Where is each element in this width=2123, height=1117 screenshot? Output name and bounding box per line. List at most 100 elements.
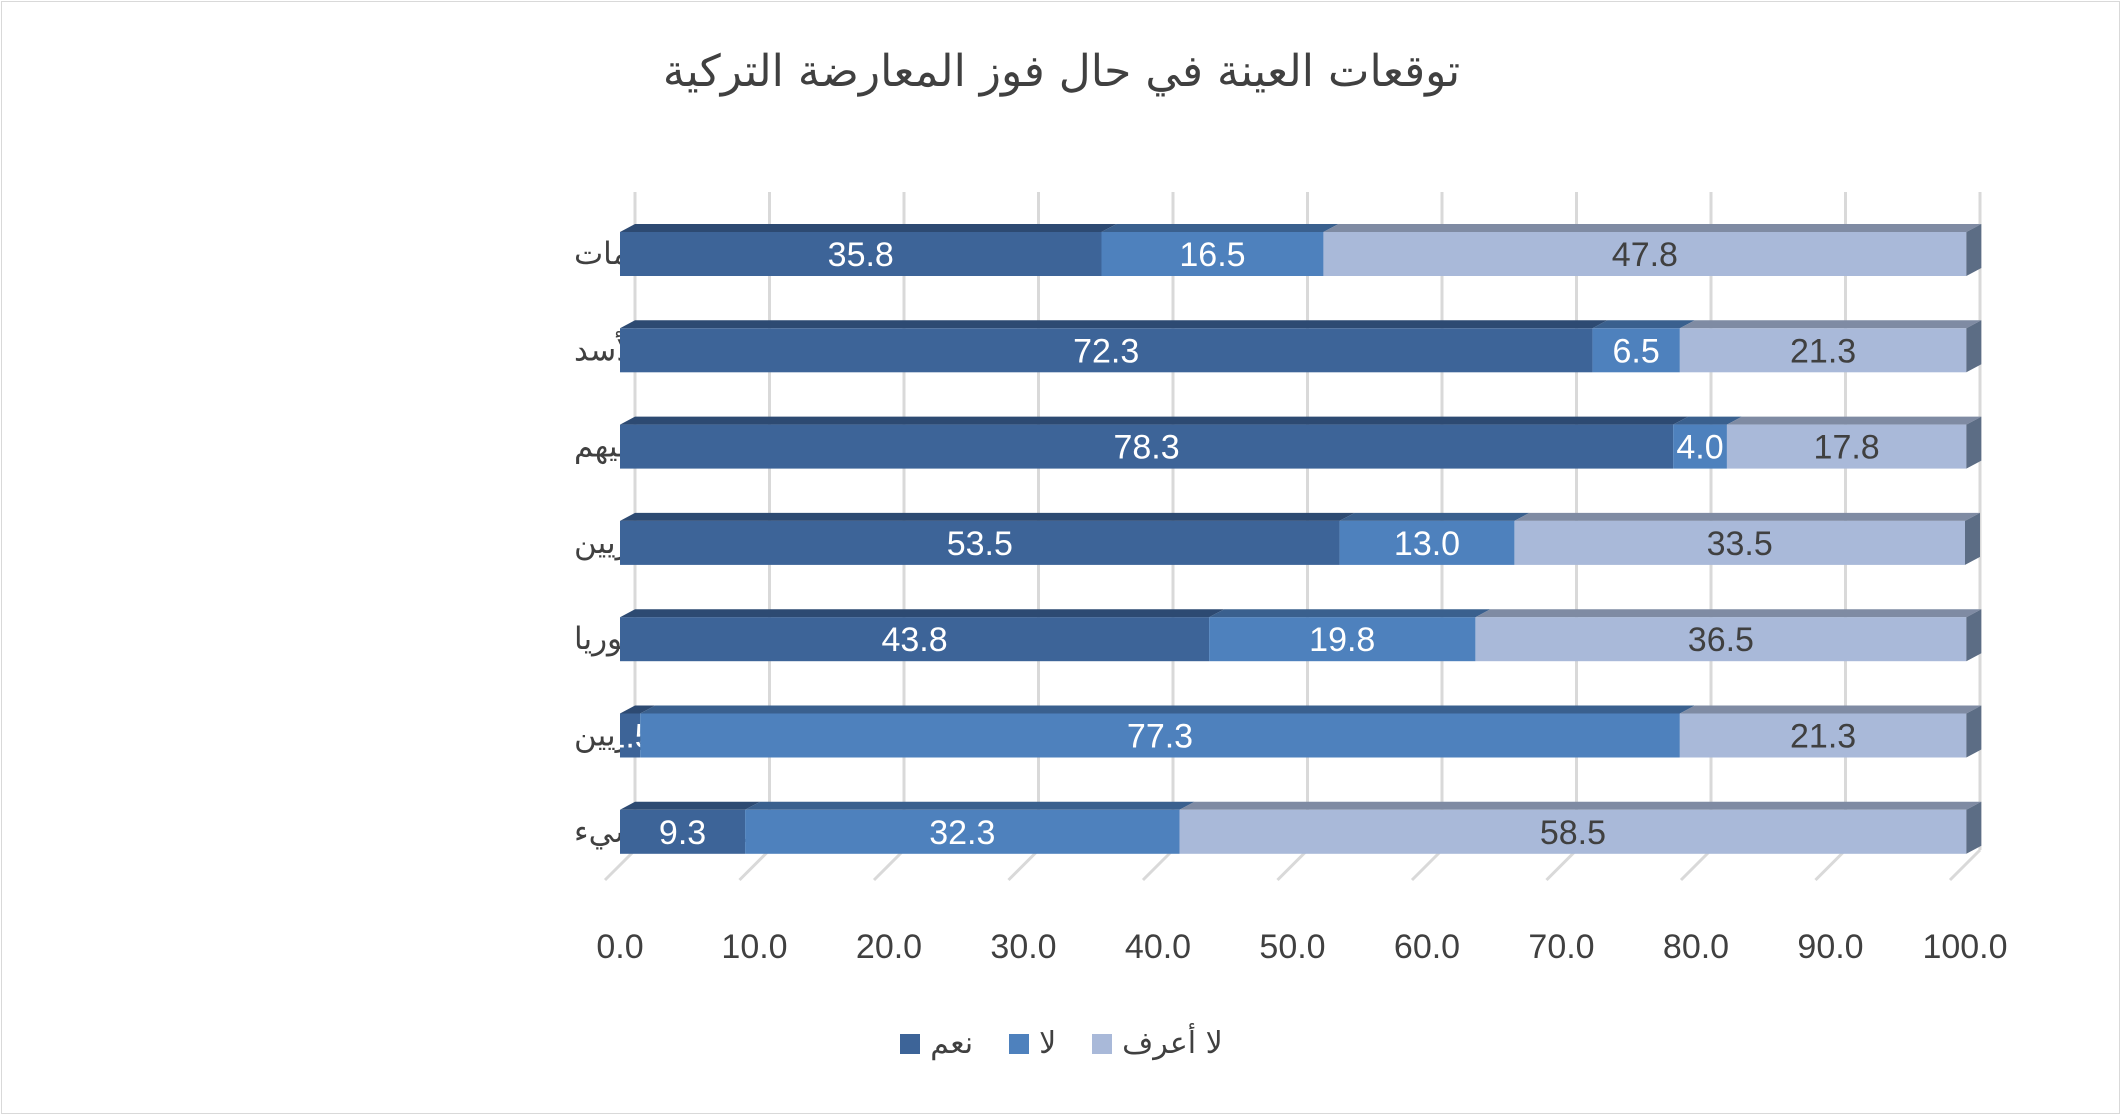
- bar-segment: [1179, 809, 1967, 854]
- bar-segment: [1339, 520, 1515, 565]
- data-label: 53.5: [947, 525, 1013, 563]
- gridline-floor: [603, 848, 637, 882]
- bar-top-face: [1179, 801, 1982, 810]
- bar-segment: [620, 617, 1210, 662]
- bar-segment: [640, 713, 1680, 758]
- data-label: 19.8: [1309, 621, 1375, 659]
- bar-top-face: [1592, 320, 1695, 329]
- gridline-floor: [872, 848, 906, 882]
- data-label: 21.3: [1790, 718, 1856, 756]
- bar-top-face: [620, 320, 1608, 329]
- data-label: 47.8: [1612, 236, 1678, 274]
- legend-label: نعم: [930, 1026, 974, 1061]
- x-tick-label: 100.0: [1922, 928, 2007, 966]
- data-label: 43.8: [881, 621, 947, 659]
- bar-top-face: [620, 416, 1689, 425]
- x-tick-label: 0.0: [596, 928, 643, 966]
- legend-swatch: [900, 1033, 921, 1054]
- legend-item: لا أعرف: [1092, 1026, 1223, 1061]
- gridline-floor: [1276, 848, 1309, 882]
- x-tick-label: 20.0: [856, 928, 922, 966]
- bar-segment: [1323, 232, 1967, 276]
- bar-segment: [620, 809, 746, 854]
- bar-top-face: [1475, 609, 1982, 618]
- bar-side-face: [1966, 224, 1982, 276]
- bar-top-face: [745, 801, 1195, 810]
- bar-segment: [1475, 617, 1967, 662]
- legend-item: لا: [1009, 1026, 1056, 1061]
- data-label: 35.8: [828, 236, 894, 274]
- x-tick-label: 70.0: [1528, 928, 1594, 966]
- data-label: 58.5: [1540, 814, 1606, 852]
- bar-top-face: [1726, 416, 1982, 425]
- bar-top-face: [1514, 512, 1980, 521]
- bar-top-face: [640, 705, 1695, 714]
- bar-segment: [620, 232, 1102, 276]
- bar-side-face: [1966, 705, 1982, 758]
- legend-label: لا أعرف: [1122, 1026, 1223, 1061]
- bar-top-face: [1673, 416, 1742, 425]
- x-tick-label: 60.0: [1394, 928, 1460, 966]
- bar-side-face: [1966, 416, 1982, 469]
- data-label: 32.3: [929, 814, 995, 852]
- gridline-floor: [1545, 848, 1578, 882]
- gridline-floor: [738, 848, 771, 882]
- chart-legend: نعم لا لا أعرف: [0, 1026, 2123, 1061]
- gridline-floor: [1007, 848, 1040, 882]
- x-tick-label: 90.0: [1797, 928, 1863, 966]
- bar-top-face: [1339, 512, 1530, 521]
- bar-segment: [1209, 617, 1476, 662]
- bar-top-face: [620, 512, 1355, 521]
- x-tick-label: 40.0: [1125, 928, 1191, 966]
- bar-top-face: [1209, 609, 1491, 618]
- bar-segment: [1514, 520, 1965, 565]
- legend-swatch: [1092, 1033, 1113, 1054]
- data-label: 6.5: [1613, 332, 1660, 370]
- bar-top-face: [1101, 224, 1339, 232]
- bar-segment: [620, 520, 1340, 565]
- gridline-floor: [1948, 848, 1982, 882]
- data-label: 33.5: [1707, 525, 1773, 563]
- data-label: 21.3: [1790, 332, 1856, 370]
- bar-segment: [1726, 424, 1967, 469]
- bar-segment: [1679, 713, 1967, 758]
- bar-top-face: [1679, 705, 1982, 714]
- bar-segment: [1592, 328, 1680, 373]
- data-label: 17.8: [1814, 429, 1880, 467]
- x-tick-label: 30.0: [990, 928, 1056, 966]
- bar-segment: [620, 328, 1593, 373]
- x-tick-label: 10.0: [721, 928, 787, 966]
- bar-segment: [1101, 232, 1324, 276]
- data-label: 13.0: [1394, 525, 1460, 563]
- bar-segment: [745, 809, 1180, 854]
- bar-top-face: [620, 224, 1117, 232]
- legend-label: لا: [1039, 1026, 1057, 1061]
- bar-side-face: [1966, 320, 1982, 373]
- x-tick-label: 80.0: [1663, 928, 1729, 966]
- data-label: 78.3: [1113, 429, 1179, 467]
- gridline-floor: [1679, 848, 1713, 882]
- bar-side-face: [1966, 801, 1982, 854]
- gridline-floor: [1141, 848, 1175, 882]
- data-label: 36.5: [1688, 621, 1754, 659]
- bar-side-face: [1966, 609, 1982, 662]
- chart-title: توقعات العينة في حال فوز المعارضة التركي…: [662, 46, 1461, 97]
- data-label: 4.0: [1676, 429, 1723, 467]
- bar-segment: [620, 424, 1674, 469]
- data-label: 77.3: [1127, 718, 1193, 756]
- bar-top-face: [620, 801, 761, 810]
- legend-item: نعم: [900, 1026, 973, 1061]
- x-tick-label: 50.0: [1259, 928, 1325, 966]
- bar-top-face: [1323, 224, 1982, 232]
- bar-top-face: [1679, 320, 1982, 329]
- legend-swatch: [1009, 1033, 1030, 1054]
- gridline-floor: [1410, 848, 1444, 882]
- bar-segment: [1679, 328, 1967, 373]
- bar-segment: [620, 713, 641, 758]
- bar-top-face: [620, 609, 1225, 618]
- data-label: 72.3: [1073, 332, 1139, 370]
- data-label: 16.5: [1179, 236, 1245, 274]
- bar-side-face: [1965, 512, 1980, 565]
- bar-segment: [1673, 424, 1727, 469]
